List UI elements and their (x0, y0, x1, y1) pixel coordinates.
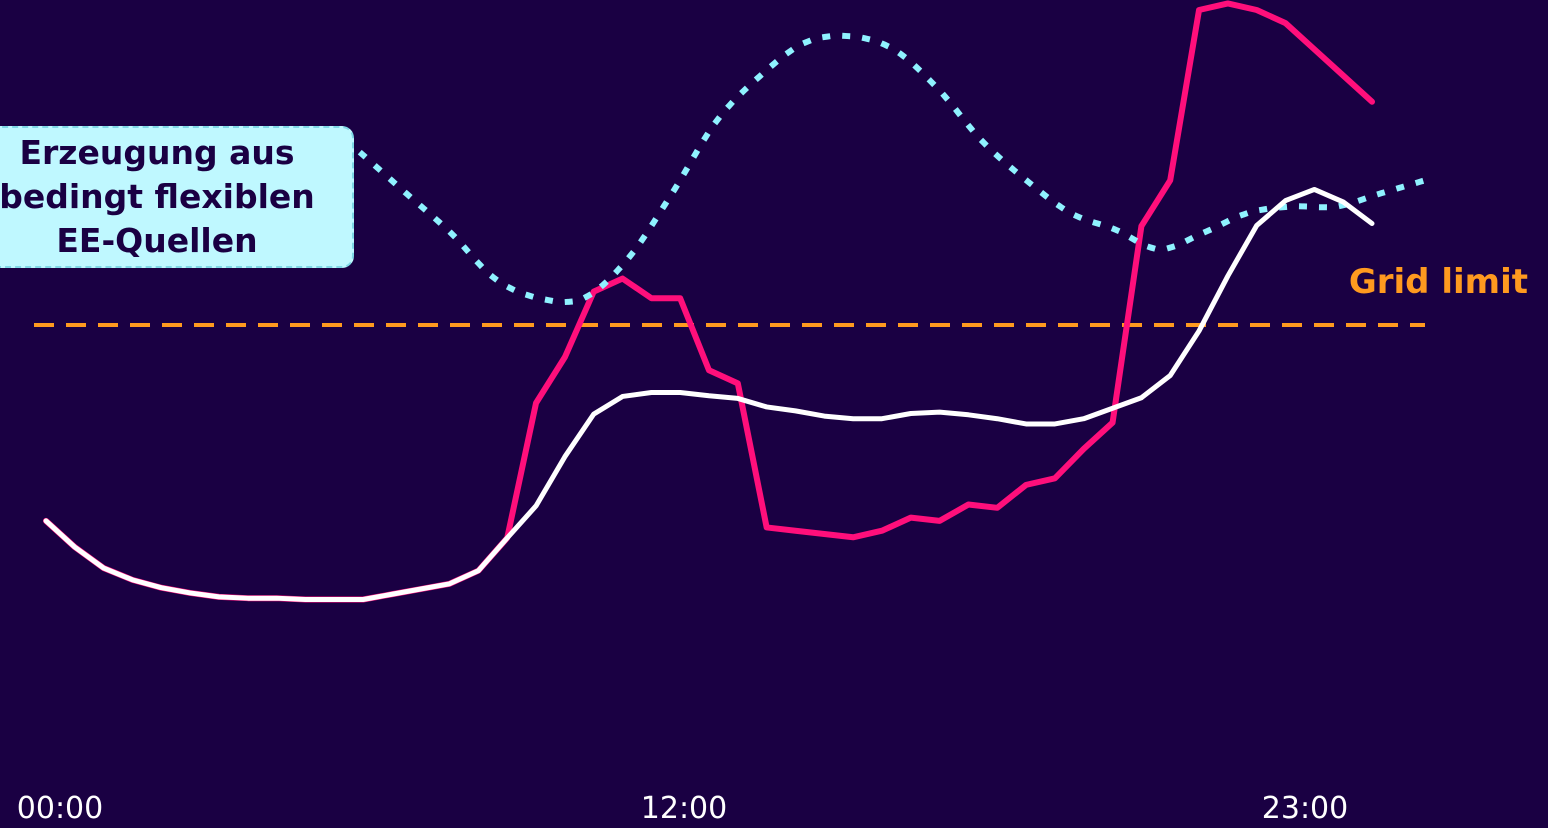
x-tick-label: 00:00 (17, 791, 103, 826)
series-line-flexible-load (43, 0, 1375, 603)
series-line-flexible-re-generation (357, 32, 1429, 305)
grid-limit-label: Grid limit (1349, 262, 1528, 302)
x-tick-labels: 00:00 12:00 23:00 (17, 791, 1348, 826)
x-tick-label: 23:00 (1262, 791, 1348, 826)
series-lines (43, 0, 1429, 603)
callout-line: EE-Quellen (56, 221, 258, 260)
callout-line: bedingt flexiblen (0, 177, 315, 216)
x-tick-label: 12:00 (641, 791, 727, 826)
reference-lines: Grid limit (34, 262, 1528, 327)
series-line-baseline-load (43, 186, 1375, 602)
callout-line: Erzeugung aus (19, 133, 295, 172)
callout-box: Erzeugung aus bedingt flexiblen EE-Quell… (0, 126, 354, 268)
